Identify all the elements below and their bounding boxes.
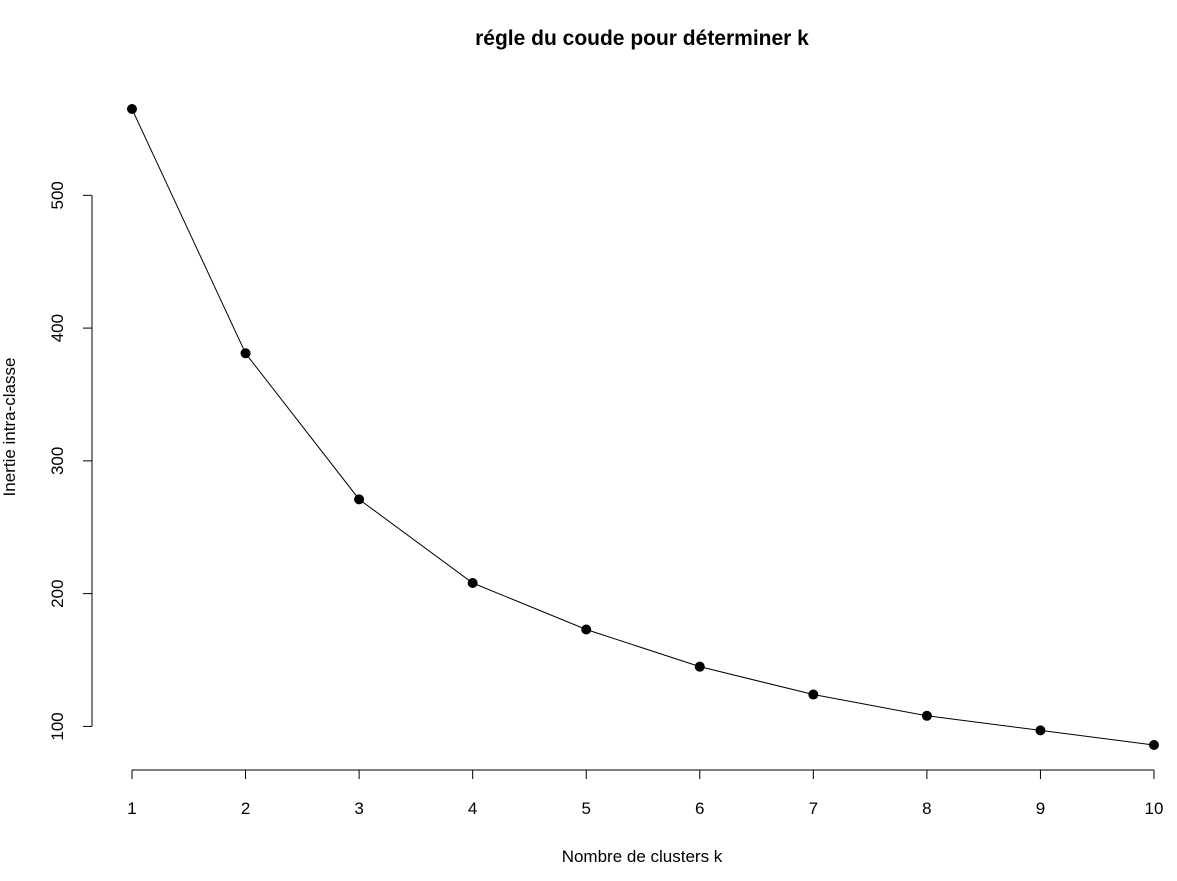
y-tick-label: 400: [48, 314, 67, 342]
x-tick-label: 10: [1145, 799, 1164, 818]
x-axis-label: Nombre de clusters k: [562, 847, 723, 866]
x-tick-label: 6: [695, 799, 704, 818]
data-point: [1149, 740, 1159, 750]
data-point: [354, 494, 365, 505]
x-tick-label: 7: [809, 799, 818, 818]
y-axis-label: Inertie intra-classe: [0, 358, 19, 497]
data-point: [921, 710, 932, 721]
data-point: [581, 624, 592, 635]
y-tick-label: 500: [48, 181, 67, 209]
data-point: [467, 578, 478, 589]
x-tick-label: 9: [1036, 799, 1045, 818]
x-tick-label: 2: [241, 799, 250, 818]
x-axis: 1 2 3 4 5 6 7 8 9 10: [127, 769, 1164, 818]
data-point: [694, 661, 705, 672]
x-tick-label: 4: [468, 799, 477, 818]
chart-title: régle du coude pour déterminer k: [475, 27, 809, 50]
x-tick-label: 1: [127, 799, 136, 818]
y-tick-label: 200: [48, 579, 67, 607]
data-point: [240, 348, 251, 359]
series-line: [131, 108, 1155, 746]
data-point: [1035, 725, 1046, 736]
data-point: [808, 689, 819, 700]
y-axis: 100 200 300 400 500: [48, 181, 93, 741]
x-tick-label: 8: [922, 799, 931, 818]
series-layer: [127, 104, 1159, 750]
y-tick-label: 100: [48, 712, 67, 740]
x-tick-label: 5: [581, 799, 590, 818]
x-tick-label: 3: [354, 799, 363, 818]
data-point: [127, 104, 137, 114]
y-tick-label: 300: [48, 447, 67, 475]
